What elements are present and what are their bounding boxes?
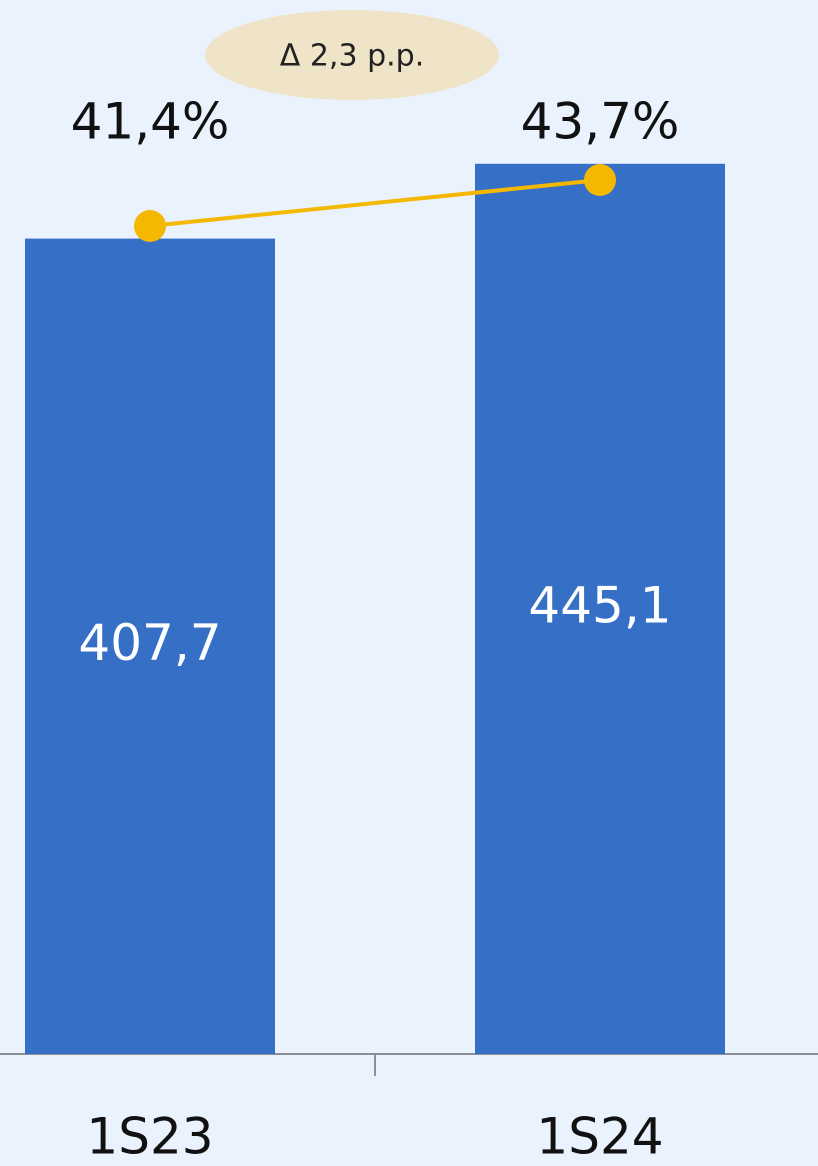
line <box>149 178 601 228</box>
bar <box>25 238 275 1055</box>
bar <box>475 163 725 1055</box>
line-value-label: 43,7% <box>521 93 680 151</box>
annotation: Δ 2,3 p.p. <box>280 39 424 74</box>
bar-value-label: 445,1 <box>528 576 671 634</box>
bar-value-label: 407,7 <box>78 614 221 672</box>
x-tick-label: 1S23 <box>86 1108 213 1166</box>
line-point <box>584 164 616 196</box>
annotation-bubble <box>205 10 499 100</box>
line-value-label: 41,4% <box>71 93 230 151</box>
line-point <box>134 210 166 242</box>
x-tick-label: 1S24 <box>536 1108 663 1166</box>
